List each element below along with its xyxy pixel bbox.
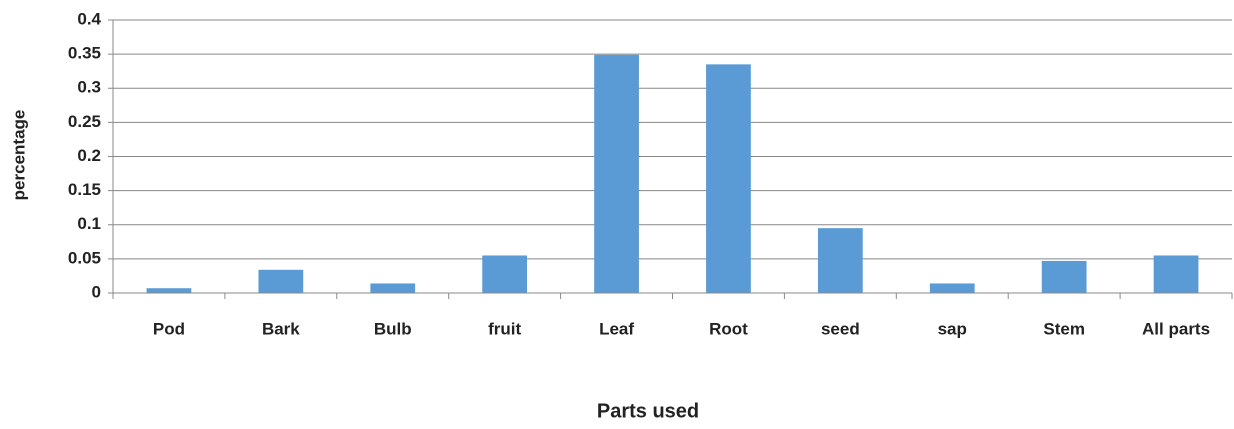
x-tick-label: Bark xyxy=(262,319,300,338)
x-axis-label: Parts used xyxy=(597,400,699,422)
y-tick-label: 0.15 xyxy=(68,180,101,199)
bar xyxy=(1153,255,1199,293)
bar xyxy=(258,269,304,293)
bar xyxy=(594,54,639,294)
bar xyxy=(706,64,751,293)
y-tick-label: 0.1 xyxy=(77,214,101,233)
x-tick-label: Bulb xyxy=(374,319,412,338)
x-tick-label: Leaf xyxy=(599,319,634,338)
y-tick-label: 0.05 xyxy=(68,248,101,267)
x-tick-label: seed xyxy=(821,319,860,338)
x-tick-label: Pod xyxy=(153,319,185,338)
x-tick-label: fruit xyxy=(488,319,521,338)
x-tick-label: All parts xyxy=(1142,319,1210,338)
y-tick-label: 0.2 xyxy=(77,146,101,165)
y-tick-label: 0 xyxy=(92,282,101,301)
x-tick-label: sap xyxy=(938,319,967,338)
bar xyxy=(817,228,863,293)
y-tick-label: 0.35 xyxy=(68,44,101,63)
x-tick-label: Root xyxy=(709,319,748,338)
y-tick-label: 0.3 xyxy=(77,78,101,97)
bar xyxy=(929,283,975,293)
y-axis-label: percentage xyxy=(9,110,28,201)
y-tick-label: 0.4 xyxy=(77,9,101,28)
bar xyxy=(370,283,416,293)
bar xyxy=(1041,260,1087,293)
bar xyxy=(146,288,192,293)
y-tick-label: 0.25 xyxy=(68,112,101,131)
bar xyxy=(482,255,528,293)
x-tick-label: Stem xyxy=(1043,319,1085,338)
